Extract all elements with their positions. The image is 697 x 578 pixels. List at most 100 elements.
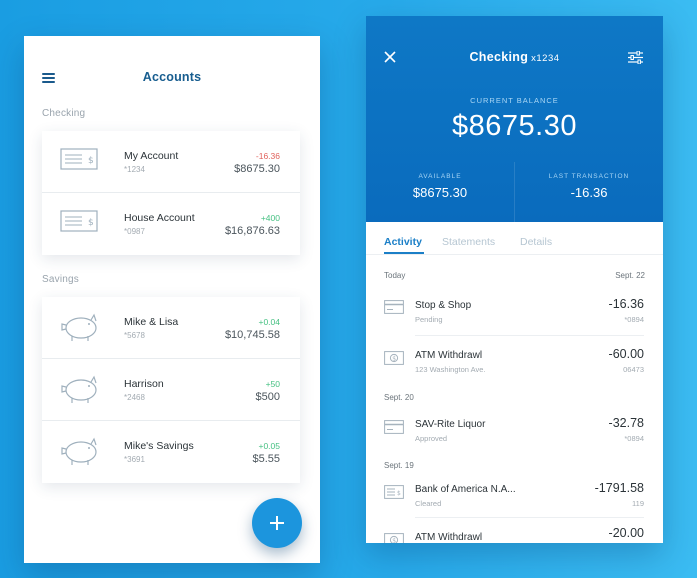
row-divider [415,517,644,518]
account-name: Mike's Savings [124,440,194,452]
check-icon: $ [60,210,98,232]
account-balance: $16,876.63 [224,225,280,237]
cash-icon: $ [384,533,404,543]
transaction-name: ATM Withdrawl [415,350,483,361]
account-row-my-account[interactable]: $ My Account *1234 -16.36 $8675.30 [42,131,300,193]
plus-icon [270,516,284,530]
account-name: My Account [124,150,179,162]
transaction-ref: 119 [632,499,644,508]
piggy-bank-icon [61,313,97,341]
available-stat: AVAILABLE $8675.30 [366,173,514,200]
transaction-status: Pending [415,315,443,324]
available-label: AVAILABLE [418,173,462,180]
page-title: Accounts [142,70,202,84]
account-balance: $8675.30 [234,163,280,175]
transaction-name: Stop & Shop [415,300,472,311]
active-tab-indicator [384,252,424,254]
account-balance: $500 [255,391,280,403]
transaction-row[interactable]: $ ATM Withdrawl 123 Washington Ave. -60.… [384,336,644,386]
tabs-divider [366,254,663,255]
account-balance: $5.55 [252,453,280,465]
account-change: +50 [265,379,280,389]
transaction-amount: -1791.58 [594,481,644,495]
transaction-location: 123 Washington Ave. [415,365,486,374]
account-balance: $10,745.58 [224,329,280,341]
transaction-amount: -20.00 [608,526,644,540]
transaction-ref: *0894 [624,434,644,443]
checking-accounts-card: $ My Account *1234 -16.36 $8675.30 $ Hou… [42,131,300,255]
transaction-status: Cleared [415,499,442,508]
transaction-row[interactable]: $ Bank of America N.A... Cleared -1791.5… [384,468,644,518]
transaction-name: Bank of America N.A... [415,484,516,495]
account-row-mike-lisa[interactable]: Mike & Lisa *5678 +0.04 $10,745.58 [42,297,300,359]
account-number: *5678 [124,331,145,340]
transaction-row[interactable]: $ ATM Withdrawl -20.00 [384,518,644,543]
account-row-house-account[interactable]: $ House Account *0987 +400 $16,876.63 [42,193,300,255]
account-change: -16.36 [255,151,280,161]
close-icon[interactable] [384,51,396,63]
account-name: Mike & Lisa [124,316,179,328]
day-label: Sept. 20 [384,393,414,402]
add-account-button[interactable] [252,498,302,548]
account-number: *0987 [124,227,145,236]
day-label: Today [384,271,406,280]
check-icon: $ [384,485,404,499]
account-title-number: x1234 [531,53,560,64]
tab-details[interactable]: Details [520,236,553,248]
balance-header: Checking x1234 CURRENT BALANCE $8675.30 A… [366,16,663,222]
current-balance-label: CURRENT BALANCE [470,96,559,105]
account-number: *3691 [124,455,145,464]
account-row-mikes-savings[interactable]: Mike's Savings *3691 +0.05 $5.55 [42,421,300,483]
last-transaction-label: LAST TRANSACTION [548,173,630,180]
transaction-row[interactable]: SAV-Rite Liquor Approved -32.78 *0894 [384,403,644,453]
account-number: *1234 [124,165,145,174]
svg-text:$: $ [392,538,396,544]
tab-activity[interactable]: Activity [384,236,422,248]
row-divider [415,335,644,336]
piggy-bank-icon [61,437,97,465]
stat-divider [514,162,515,222]
svg-text:$: $ [397,490,401,497]
last-transaction-stat: LAST TRANSACTION -16.36 [515,173,663,200]
piggy-bank-icon [61,375,97,403]
account-change: +400 [260,213,280,223]
transaction-amount: -32.78 [608,416,644,430]
current-balance-value: $8675.30 [452,110,577,142]
account-title: Checking x1234 [366,50,663,64]
savings-accounts-card: Mike & Lisa *5678 +0.04 $10,745.58 Harri… [42,297,300,483]
account-name: House Account [124,212,195,224]
transaction-amount: -16.36 [608,297,644,311]
account-detail-screen: Checking x1234 CURRENT BALANCE $8675.30 A… [366,16,663,543]
accounts-screen: Accounts Checking $ My Account *1234 -16… [24,36,320,563]
svg-text:$: $ [88,156,94,166]
menu-icon[interactable] [42,73,55,83]
account-change: +0.04 [258,317,280,327]
svg-text:$: $ [392,356,396,363]
savings-section-label: Savings [42,274,79,285]
last-transaction-value: -16.36 [570,185,608,200]
card-icon [384,420,404,434]
transaction-status: Approved [415,434,448,443]
available-value: $8675.30 [412,185,468,200]
card-icon [384,300,404,314]
transaction-row[interactable]: Stop & Shop Pending -16.36 *0894 [384,286,644,336]
day-date: Sept. 22 [615,271,645,280]
account-title-name: Checking [469,50,529,64]
transaction-ref: *0894 [624,315,644,324]
transaction-amount: -60.00 [608,347,644,361]
cash-icon: $ [384,351,404,365]
checking-section-label: Checking [42,108,86,119]
transaction-ref: 06473 [623,365,644,374]
filter-icon[interactable] [628,51,643,64]
account-number: *2468 [124,393,145,402]
day-label: Sept. 19 [384,461,414,470]
transaction-name: SAV-Rite Liquor [415,419,486,430]
svg-text:$: $ [88,218,94,228]
account-change: +0.05 [258,441,280,451]
account-name: Harrison [124,378,164,390]
check-icon: $ [60,148,98,170]
transaction-name: ATM Withdrawl [415,532,483,543]
account-row-harrison[interactable]: Harrison *2468 +50 $500 [42,359,300,421]
tab-statements[interactable]: Statements [442,236,496,248]
accounts-topbar: Accounts [24,36,320,108]
